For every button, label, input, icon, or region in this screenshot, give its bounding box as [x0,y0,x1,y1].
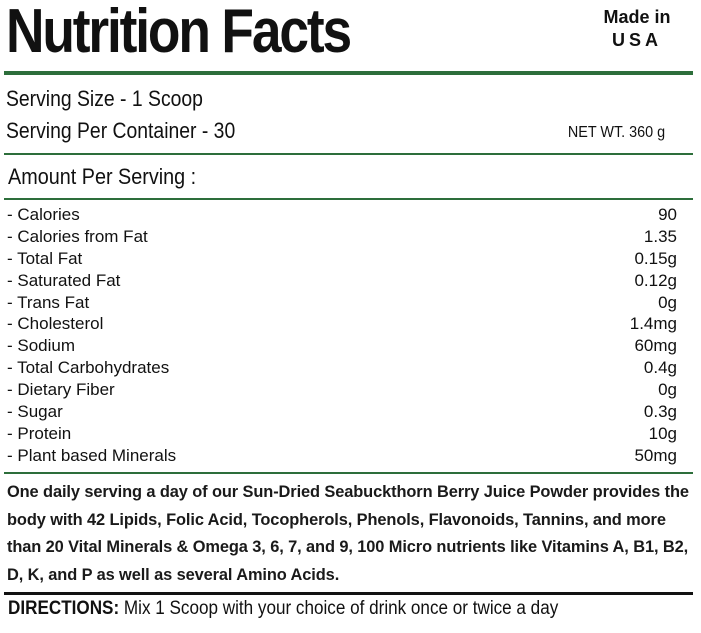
nutrient-row: - Sodium 60mg [7,335,677,357]
nutrient-value: 0.3g [643,402,677,422]
amount-divider [4,198,693,200]
nutrient-value: 0g [658,380,677,400]
nutrient-value: 0g [658,292,677,312]
origin-label: Made in USA [587,6,687,52]
nutrient-value: 1.35 [643,226,677,246]
nutrients-divider [4,472,693,474]
nutrient-row: - Total Fat 0.15g [7,248,677,270]
nutrient-label: - Protein [7,423,72,443]
directions-divider [4,592,693,595]
nutrient-value: 60mg [634,336,677,356]
nutrient-row: - Protein 10g [7,423,677,445]
directions-label: DIRECTIONS: [8,598,120,619]
nutrient-value: 0.4g [643,358,677,378]
nutrient-label: - Trans Fat [7,292,90,312]
nutrient-label: - Sugar [7,402,63,422]
origin-country: USA [611,30,662,50]
nutrient-row: - Total Carbohydrates 0.4g [7,357,677,379]
nutrient-label: - Total Carbohydrates [7,358,170,378]
directions-text: Mix 1 Scoop with your choice of drink on… [119,598,559,619]
nutrient-row: - Calories from Fat 1.35 [7,226,677,248]
amount-per-serving-heading: Amount Per Serving : [8,164,197,189]
nutrient-value: 1.4mg [629,314,677,334]
directions: DIRECTIONS: Mix 1 Scoop with your choice… [8,598,558,620]
nutrient-row: - Plant based Minerals 50mg [7,445,677,467]
header-divider [4,71,693,75]
nutrient-row: - Sugar 0.3g [7,401,677,423]
nutrient-row: - Trans Fat 0g [7,292,677,314]
nutrient-label: - Saturated Fat [7,270,121,290]
origin-made-in: Made in [603,7,671,27]
nutrient-value: 0.15g [634,248,677,268]
nutrient-label: - Total Fat [7,248,83,268]
nutrient-list: - Calories 90 - Calories from Fat 1.35 - T… [7,204,677,467]
nutrient-row: - Saturated Fat 0.12g [7,270,677,292]
nutrient-label: - Sodium [7,336,76,356]
serving-divider [4,153,693,155]
serving-size: Serving Size - 1 Scoop [6,86,203,111]
product-description: One daily serving a day of our Sun-Dried… [7,483,689,584]
nutrient-label: - Plant based Minerals [7,445,177,465]
nutrient-value: 50mg [634,445,677,465]
nutrient-label: - Cholesterol [7,314,104,334]
nutrient-row: - Dietary Fiber 0g [7,379,677,401]
nutrient-value: 10g [648,423,677,443]
nutrient-label: - Dietary Fiber [7,380,115,400]
nutrient-row: - Cholesterol 1.4mg [7,313,677,335]
nutrient-label: - Calories [7,205,80,224]
net-weight: NET WT. 360 g [567,124,665,141]
nutrient-value: 90 [658,205,677,224]
page-title: Nutrition Facts [6,0,352,66]
nutrient-label: - Calories from Fat [7,226,148,246]
nutrient-value: 0.12g [634,270,677,290]
servings-per-container: Serving Per Container - 30 [6,118,236,143]
nutrient-row: - Calories 90 [7,204,677,226]
